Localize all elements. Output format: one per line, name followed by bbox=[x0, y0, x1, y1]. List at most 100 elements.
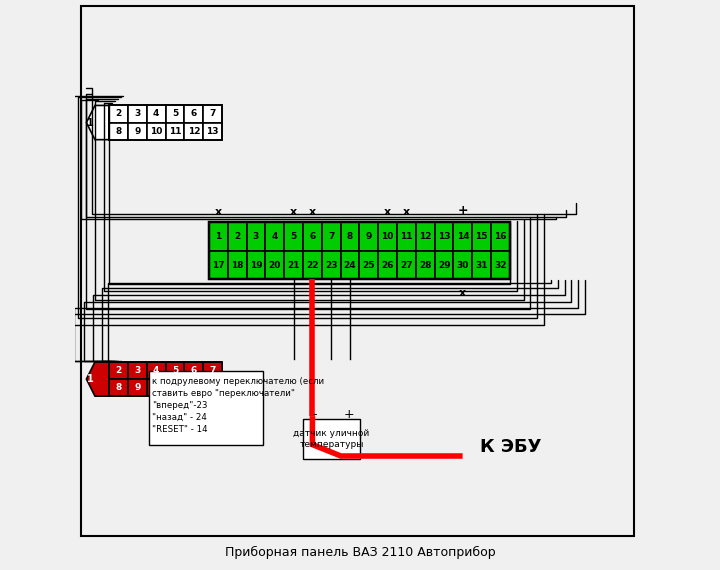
Text: 19: 19 bbox=[250, 260, 262, 270]
Text: 3: 3 bbox=[135, 366, 140, 375]
Bar bbox=[491, 251, 510, 279]
Text: 22: 22 bbox=[306, 260, 319, 270]
Bar bbox=[147, 123, 166, 140]
Text: 30: 30 bbox=[456, 260, 469, 270]
Text: 3: 3 bbox=[253, 232, 259, 241]
Text: 4: 4 bbox=[153, 366, 159, 375]
Bar bbox=[322, 222, 341, 251]
Text: 20: 20 bbox=[269, 260, 281, 270]
Bar bbox=[491, 222, 510, 251]
Text: 7: 7 bbox=[210, 366, 216, 375]
Text: 1: 1 bbox=[87, 374, 94, 384]
Text: 8: 8 bbox=[115, 383, 122, 392]
Text: 15: 15 bbox=[475, 232, 488, 241]
Bar bbox=[378, 222, 397, 251]
Bar bbox=[109, 123, 128, 140]
Bar bbox=[166, 105, 184, 123]
Text: К ЭБУ: К ЭБУ bbox=[480, 438, 541, 457]
Text: 18: 18 bbox=[231, 260, 243, 270]
Text: 6: 6 bbox=[310, 232, 315, 241]
Bar bbox=[209, 222, 228, 251]
Bar bbox=[203, 379, 222, 396]
Bar bbox=[109, 362, 222, 396]
Text: 7: 7 bbox=[328, 232, 334, 241]
Bar bbox=[303, 251, 322, 279]
Polygon shape bbox=[86, 105, 109, 140]
Bar bbox=[109, 105, 128, 123]
Bar bbox=[341, 251, 359, 279]
Text: 29: 29 bbox=[438, 260, 451, 270]
Bar bbox=[266, 222, 284, 251]
Text: 24: 24 bbox=[343, 260, 356, 270]
Bar bbox=[128, 362, 147, 379]
Bar bbox=[284, 222, 303, 251]
Text: 8: 8 bbox=[115, 127, 122, 136]
Bar bbox=[378, 251, 397, 279]
Text: 14: 14 bbox=[456, 232, 469, 241]
Text: 13: 13 bbox=[438, 232, 450, 241]
Text: 7: 7 bbox=[210, 109, 216, 119]
Text: x: x bbox=[309, 206, 316, 217]
Bar bbox=[149, 370, 263, 445]
Bar bbox=[184, 362, 203, 379]
Bar bbox=[472, 251, 491, 279]
Bar bbox=[359, 251, 378, 279]
Text: 5: 5 bbox=[172, 109, 178, 119]
Bar bbox=[203, 123, 222, 140]
Polygon shape bbox=[86, 362, 109, 396]
Bar bbox=[209, 222, 510, 279]
Bar bbox=[228, 251, 246, 279]
Bar bbox=[128, 105, 147, 123]
Bar bbox=[435, 222, 454, 251]
Bar bbox=[147, 362, 166, 379]
Bar bbox=[454, 251, 472, 279]
Text: 9: 9 bbox=[366, 232, 372, 241]
Bar bbox=[246, 222, 266, 251]
Text: x: x bbox=[384, 206, 391, 217]
Bar bbox=[303, 222, 322, 251]
Text: 12: 12 bbox=[188, 127, 200, 136]
Text: x: x bbox=[215, 206, 222, 217]
Bar bbox=[209, 251, 228, 279]
Text: -: - bbox=[312, 408, 317, 421]
Text: датчик уличной
температуры: датчик уличной температуры bbox=[293, 429, 369, 449]
Text: 3: 3 bbox=[135, 109, 140, 119]
Bar bbox=[416, 251, 435, 279]
Text: 10: 10 bbox=[150, 383, 163, 392]
Text: 21: 21 bbox=[287, 260, 300, 270]
Text: к подрулевому переключателю (если
ставить евро "переключатели"
"вперед"-23
"наза: к подрулевому переключателю (если ставит… bbox=[152, 377, 324, 434]
Bar bbox=[166, 362, 184, 379]
Bar bbox=[472, 222, 491, 251]
Bar bbox=[166, 123, 184, 140]
Text: 9: 9 bbox=[134, 127, 140, 136]
Text: Приборная панель ВАЗ 2110 Автоприбор: Приборная панель ВАЗ 2110 Автоприбор bbox=[225, 547, 495, 559]
Text: 12: 12 bbox=[419, 232, 431, 241]
Text: x: x bbox=[459, 288, 467, 298]
Bar bbox=[147, 379, 166, 396]
Bar bbox=[416, 222, 435, 251]
Bar bbox=[184, 105, 203, 123]
Text: 10: 10 bbox=[382, 232, 394, 241]
Bar bbox=[203, 105, 222, 123]
Bar bbox=[284, 251, 303, 279]
Text: +: + bbox=[458, 203, 468, 217]
Bar bbox=[203, 362, 222, 379]
Bar bbox=[109, 105, 222, 140]
Text: 2: 2 bbox=[115, 109, 122, 119]
Text: 31: 31 bbox=[475, 260, 488, 270]
Bar bbox=[322, 251, 341, 279]
Bar bbox=[228, 222, 246, 251]
Text: 6: 6 bbox=[191, 366, 197, 375]
Text: 27: 27 bbox=[400, 260, 413, 270]
Text: 4: 4 bbox=[153, 109, 159, 119]
Text: 12: 12 bbox=[188, 383, 200, 392]
Bar bbox=[128, 123, 147, 140]
Text: 2: 2 bbox=[234, 232, 240, 241]
Text: 1: 1 bbox=[87, 117, 94, 128]
Bar bbox=[246, 251, 266, 279]
Text: 2: 2 bbox=[115, 366, 122, 375]
Text: x: x bbox=[403, 206, 410, 217]
Text: 25: 25 bbox=[363, 260, 375, 270]
Bar bbox=[454, 222, 472, 251]
Text: 1: 1 bbox=[215, 232, 222, 241]
